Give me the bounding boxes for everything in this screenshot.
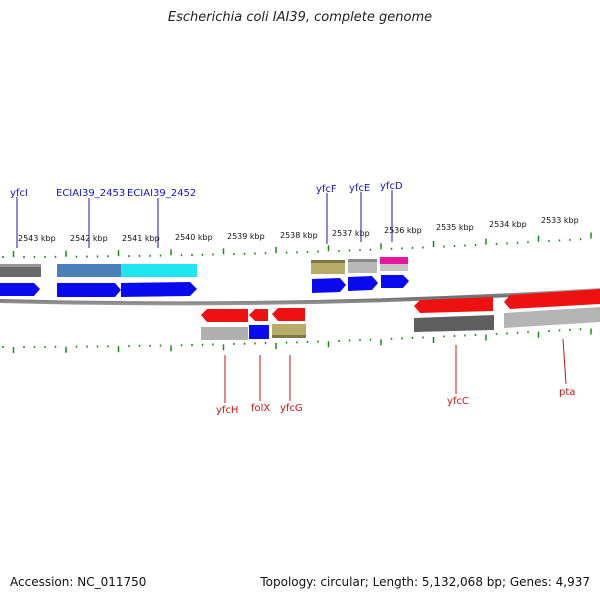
scale-label: 2539 kbp [227, 232, 265, 241]
accession-text: Accession: NC_011750 [10, 575, 147, 589]
gene-bar [380, 264, 408, 271]
scale-label: 2534 kbp [489, 220, 527, 229]
gene-bar [348, 259, 377, 273]
gene-label: yfcC [447, 396, 469, 407]
gene-bar [272, 324, 306, 338]
scale-label: 2536 kbp [384, 226, 422, 235]
gene-bar [121, 264, 197, 277]
map-title: Escherichia coli IAI39, complete genome [167, 10, 433, 25]
cds-arrow-reverse [272, 308, 305, 321]
gene-bar [414, 315, 494, 332]
gene-bar [311, 260, 345, 263]
bottom-gene-leaders [224, 338, 567, 403]
gene-bar [380, 257, 408, 264]
scale-label: 2535 kbp [436, 223, 474, 232]
gene-bar [0, 264, 41, 277]
gene-bar [201, 327, 248, 340]
gene-label: ECIAI39_2452 [127, 188, 196, 199]
genome-backbone [0, 288, 600, 306]
gene-label: yfcD [380, 181, 403, 192]
gene-label: folX [251, 403, 270, 414]
forward-cds-arrows [0, 275, 409, 297]
gene-label: ECIAI39_2453 [56, 188, 125, 199]
cds-arrow-forward [381, 275, 409, 288]
gene-label: yfcH [216, 405, 238, 416]
gene-bar [348, 259, 377, 262]
scale-labels: 2543 kbp 2542 kbp 2541 kbp 2540 kbp 2539… [18, 216, 579, 243]
gene-label: yfcI [10, 188, 28, 199]
genome-stats-text: Topology: circular; Length: 5,132,068 bp… [260, 575, 590, 589]
cds-arrow-forward [312, 278, 346, 293]
gene-label: yfcE [349, 183, 370, 194]
top-gene-labels: yfcI ECIAI39_2453 ECIAI39_2452 yfcF yfcE… [10, 181, 403, 199]
cds-arrow-reverse [504, 289, 600, 309]
gene-bar [504, 307, 600, 328]
scale-label: 2540 kbp [175, 233, 213, 242]
gene-bar [272, 335, 306, 338]
forward-feature-bars [0, 257, 408, 277]
gene-label: yfcG [280, 403, 303, 414]
top-gene-leaders [16, 190, 393, 248]
gene-bar [57, 264, 121, 277]
scale-label: 2543 kbp [18, 234, 56, 243]
reverse-feature-bars [201, 307, 600, 340]
gene-label: yfcF [316, 184, 337, 195]
gene-bar [249, 325, 269, 339]
scale-ruler-bottom [2, 328, 592, 353]
gene-bar [0, 264, 41, 267]
bottom-gene-labels: yfcH folX yfcG yfcC pta [216, 387, 575, 416]
gene-bar [311, 260, 345, 274]
cds-arrow-forward [348, 276, 378, 291]
scale-label: 2533 kbp [541, 216, 579, 225]
scale-ruler-top [2, 232, 592, 258]
cds-arrow-reverse [201, 309, 248, 322]
scale-label: 2538 kbp [280, 231, 318, 240]
cds-arrow-reverse [249, 309, 268, 321]
cds-arrow-forward [121, 282, 197, 297]
reverse-cds-arrows [201, 289, 600, 322]
scale-label: 2541 kbp [122, 234, 160, 243]
cds-arrow-reverse [414, 297, 493, 313]
cds-arrow-forward [0, 283, 40, 296]
scale-label: 2537 kbp [332, 229, 370, 238]
cds-arrow-forward [57, 283, 121, 297]
gene-label: pta [559, 387, 575, 398]
